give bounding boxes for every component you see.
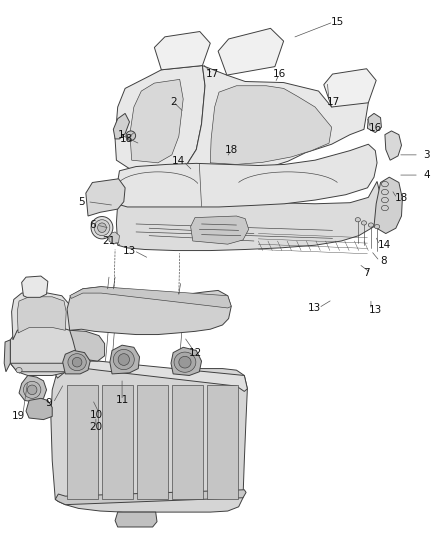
Polygon shape: [11, 364, 75, 372]
Text: 18: 18: [120, 134, 133, 144]
Text: 13: 13: [369, 305, 382, 315]
Polygon shape: [115, 512, 157, 527]
Ellipse shape: [126, 131, 136, 141]
Text: 7: 7: [363, 268, 370, 278]
Ellipse shape: [94, 220, 110, 236]
Ellipse shape: [68, 354, 86, 370]
Ellipse shape: [98, 223, 106, 232]
Ellipse shape: [355, 217, 360, 222]
Ellipse shape: [113, 350, 134, 369]
Polygon shape: [67, 385, 99, 499]
Text: 9: 9: [46, 398, 52, 408]
Polygon shape: [117, 144, 377, 207]
Ellipse shape: [27, 385, 37, 394]
Polygon shape: [86, 179, 125, 216]
Polygon shape: [207, 385, 238, 499]
Polygon shape: [171, 348, 201, 375]
Text: 6: 6: [89, 220, 95, 230]
Polygon shape: [63, 351, 90, 374]
Polygon shape: [55, 490, 246, 505]
Text: 14: 14: [172, 156, 185, 166]
Polygon shape: [70, 287, 231, 308]
Text: 2: 2: [170, 96, 177, 107]
Polygon shape: [191, 216, 249, 244]
Text: 14: 14: [378, 240, 391, 250]
Polygon shape: [11, 325, 76, 375]
Text: 13: 13: [123, 246, 136, 255]
Polygon shape: [67, 287, 231, 335]
Text: 10: 10: [89, 410, 102, 421]
Ellipse shape: [72, 358, 82, 367]
Polygon shape: [51, 361, 247, 512]
Polygon shape: [324, 69, 376, 107]
Polygon shape: [26, 398, 52, 419]
Text: 18: 18: [395, 193, 408, 204]
Ellipse shape: [368, 223, 374, 227]
Text: 12: 12: [188, 348, 201, 358]
Polygon shape: [154, 31, 210, 70]
Polygon shape: [367, 114, 381, 133]
Ellipse shape: [23, 381, 41, 398]
Polygon shape: [218, 28, 284, 75]
Ellipse shape: [174, 352, 196, 372]
Polygon shape: [12, 292, 71, 340]
Text: 4: 4: [423, 170, 430, 180]
Polygon shape: [385, 131, 402, 160]
Text: 21: 21: [102, 236, 116, 246]
Polygon shape: [210, 86, 332, 165]
Ellipse shape: [179, 357, 191, 368]
Polygon shape: [137, 385, 168, 499]
Polygon shape: [102, 385, 134, 499]
Text: 5: 5: [78, 197, 85, 207]
Text: 8: 8: [381, 256, 387, 266]
Polygon shape: [109, 232, 120, 244]
Text: 3: 3: [423, 150, 430, 160]
Polygon shape: [374, 177, 403, 233]
Text: 16: 16: [272, 69, 286, 79]
Polygon shape: [130, 79, 183, 163]
Text: 17: 17: [327, 96, 340, 107]
Text: 19: 19: [11, 411, 25, 422]
Text: 16: 16: [369, 123, 382, 133]
Polygon shape: [19, 375, 46, 402]
Text: 15: 15: [331, 17, 344, 27]
Polygon shape: [21, 276, 48, 297]
Ellipse shape: [91, 216, 113, 239]
Text: 17: 17: [206, 69, 219, 79]
Ellipse shape: [16, 368, 22, 373]
Polygon shape: [70, 330, 105, 361]
Polygon shape: [186, 66, 368, 169]
Text: 20: 20: [89, 422, 102, 432]
Polygon shape: [55, 361, 247, 391]
Polygon shape: [4, 340, 11, 372]
Polygon shape: [17, 297, 66, 333]
Ellipse shape: [361, 221, 367, 225]
Ellipse shape: [374, 224, 380, 229]
Text: 1: 1: [117, 130, 124, 140]
Text: 13: 13: [307, 303, 321, 313]
Polygon shape: [115, 66, 205, 173]
Polygon shape: [113, 114, 130, 139]
Text: 18: 18: [225, 144, 238, 155]
Polygon shape: [172, 385, 203, 499]
Text: 11: 11: [116, 395, 129, 406]
Polygon shape: [110, 345, 140, 374]
Polygon shape: [117, 181, 381, 251]
Ellipse shape: [118, 354, 130, 366]
